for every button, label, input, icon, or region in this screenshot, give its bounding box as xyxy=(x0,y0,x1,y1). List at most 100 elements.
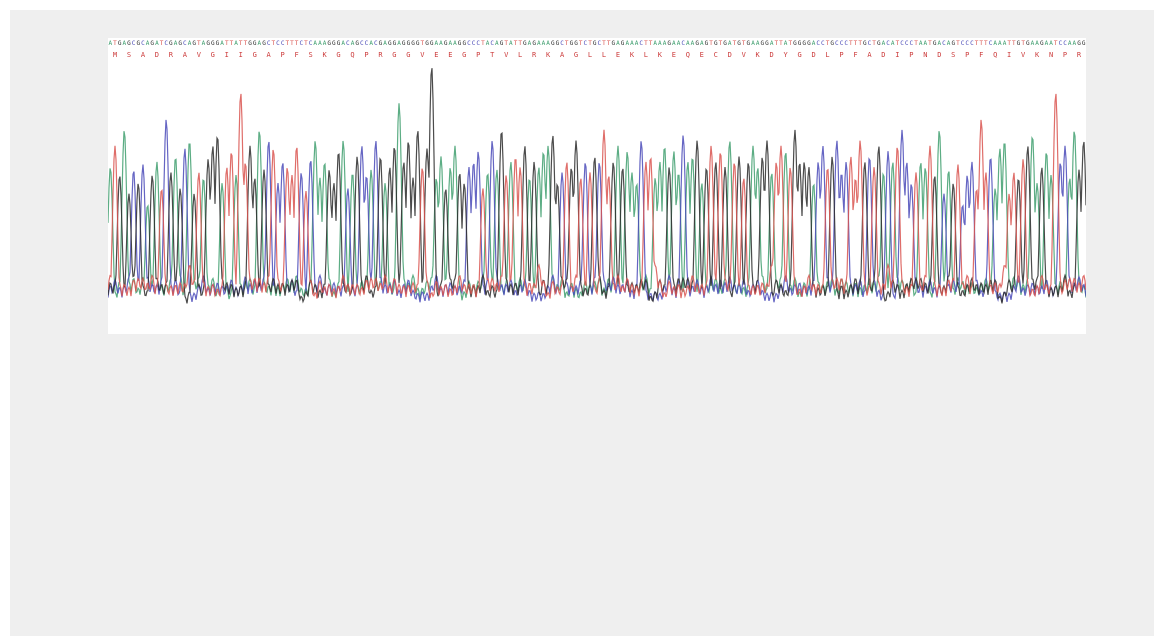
base-call: T xyxy=(225,40,229,47)
base-call: G xyxy=(765,40,769,47)
base-call: G xyxy=(337,40,341,47)
base-call: A xyxy=(546,40,550,47)
base-call: A xyxy=(658,40,662,47)
amino-acid-label: R xyxy=(532,51,537,59)
base-call: G xyxy=(1017,40,1021,47)
base-call: G xyxy=(574,40,578,47)
base-call: G xyxy=(500,40,504,47)
amino-acid-label: G xyxy=(211,51,215,59)
base-call: G xyxy=(793,40,797,47)
base-call: G xyxy=(1040,40,1044,47)
base-call: A xyxy=(453,40,457,47)
base-call: A xyxy=(448,40,452,47)
base-call: A xyxy=(635,40,639,47)
base-call: G xyxy=(695,40,699,47)
base-call: G xyxy=(1077,40,1081,47)
base-call: C xyxy=(598,40,602,47)
base-call: T xyxy=(290,40,294,47)
base-call: C xyxy=(905,40,909,47)
base-call: C xyxy=(681,40,685,47)
amino-acid-label: K xyxy=(1035,51,1040,59)
base-call: G xyxy=(523,40,527,47)
amino-acid-label: A xyxy=(267,51,272,59)
base-call: C xyxy=(900,40,904,47)
base-call: G xyxy=(621,40,625,47)
amino-acid-label: D xyxy=(728,51,732,59)
base-call: T xyxy=(928,40,932,47)
base-call: T xyxy=(272,40,276,47)
base-call: C xyxy=(961,40,965,47)
amino-acid-label: S xyxy=(951,51,955,59)
base-call: A xyxy=(663,40,667,47)
base-call: T xyxy=(774,40,778,47)
base-call: A xyxy=(672,40,676,47)
base-call: A xyxy=(383,40,387,47)
base-call: A xyxy=(109,40,113,47)
amino-acid-label: G xyxy=(574,51,578,59)
base-call: A xyxy=(202,40,206,47)
amino-acid-label: Q xyxy=(350,51,354,59)
base-call: G xyxy=(1026,40,1030,47)
base-call: A xyxy=(1003,40,1007,47)
base-call: A xyxy=(891,40,895,47)
base-call: A xyxy=(313,40,317,47)
base-call: G xyxy=(332,40,336,47)
base-call: A xyxy=(616,40,620,47)
amino-acid-label: K xyxy=(630,51,635,59)
base-call: C xyxy=(267,40,271,47)
amino-acid-label: D xyxy=(770,51,774,59)
amino-acid-label: K xyxy=(322,51,327,59)
base-call: A xyxy=(728,40,732,47)
base-call: G xyxy=(425,40,429,47)
base-call: T xyxy=(914,40,918,47)
base-call: T xyxy=(607,40,611,47)
amino-acid-label: F xyxy=(853,51,857,59)
base-call: G xyxy=(416,40,420,47)
base-call: A xyxy=(630,40,634,47)
base-call: A xyxy=(495,40,499,47)
base-call: A xyxy=(351,40,355,47)
base-call: G xyxy=(136,40,140,47)
base-call: A xyxy=(998,40,1002,47)
amino-acid-label: A xyxy=(183,51,188,59)
base-call: T xyxy=(285,40,289,47)
base-call: A xyxy=(686,40,690,47)
base-call: G xyxy=(737,40,741,47)
base-call: G xyxy=(216,40,220,47)
amino-acid-label: R xyxy=(378,51,383,59)
base-call: C xyxy=(560,40,564,47)
base-call: A xyxy=(146,40,150,47)
base-call: G xyxy=(178,40,182,47)
base-call: G xyxy=(705,40,709,47)
amino-acid-label: V xyxy=(742,51,747,59)
base-call: A xyxy=(1073,40,1077,47)
base-call: C xyxy=(840,40,844,47)
base-call: C xyxy=(141,40,145,47)
amino-acid-label: D xyxy=(881,51,885,59)
base-call: A xyxy=(369,40,373,47)
amino-acid-label: L xyxy=(518,51,522,59)
base-call: C xyxy=(844,40,848,47)
base-call: C xyxy=(365,40,369,47)
base-call: A xyxy=(677,40,681,47)
base-call: T xyxy=(849,40,853,47)
amino-acid-label: G xyxy=(406,51,410,59)
amino-acid-label: K xyxy=(546,51,551,59)
base-call: G xyxy=(211,40,215,47)
base-call: C xyxy=(132,40,136,47)
base-call: G xyxy=(327,40,331,47)
base-call: A xyxy=(537,40,541,47)
amino-acid-label: P xyxy=(965,51,969,59)
base-call: T xyxy=(421,40,425,47)
trace-G xyxy=(108,68,1086,304)
base-call: A xyxy=(919,40,923,47)
base-call: T xyxy=(230,40,234,47)
base-call: T xyxy=(244,40,248,47)
base-call: T xyxy=(733,40,737,47)
base-call: A xyxy=(700,40,704,47)
base-call: A xyxy=(993,40,997,47)
amino-acid-label: L xyxy=(602,51,606,59)
base-call: C xyxy=(965,40,969,47)
base-call: G xyxy=(570,40,574,47)
